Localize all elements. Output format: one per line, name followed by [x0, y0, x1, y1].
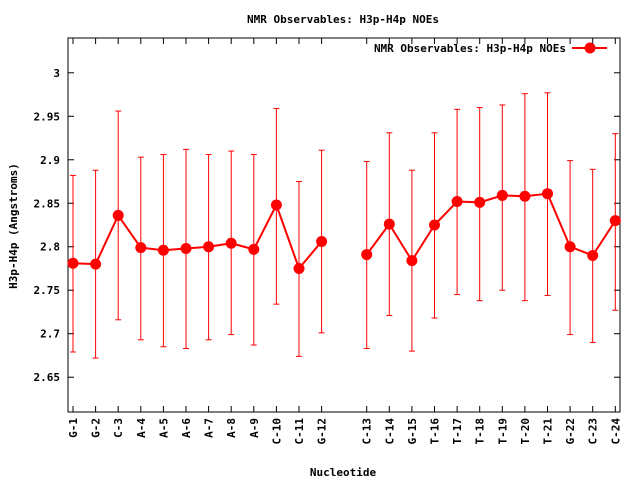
x-tick-label: T-19: [496, 418, 509, 445]
data-point: [361, 249, 373, 261]
legend-marker: [584, 42, 596, 54]
x-tick-label: A-6: [180, 418, 193, 438]
data-point: [383, 218, 395, 230]
data-point: [474, 196, 486, 208]
data-point: [519, 190, 531, 202]
data-point: [225, 237, 237, 249]
x-tick-label: T-17: [451, 418, 464, 445]
data-point: [112, 209, 124, 221]
y-axis: 2.65 2.7 2.75 2.8 2.85 2.9 2.95 3: [34, 67, 620, 384]
series-line-segment: [117, 214, 142, 249]
y-axis-label: H3p-H4p (Angstroms): [7, 163, 20, 289]
series-line-segment: [388, 223, 413, 262]
series-line-segment: [411, 224, 436, 262]
x-axis: G-1 G-2 C-3 A-4 A-5 A-6 A-7 A-8 A-9 C-10 C-11 G-12 C…: [67, 38, 622, 445]
y-tick-label: 2.65: [34, 371, 61, 384]
x-tick-label: C-10: [270, 418, 283, 445]
data-point: [248, 243, 260, 255]
y-tick-label: 3: [53, 67, 60, 80]
data-point: [270, 199, 282, 211]
x-tick-label: C-24: [609, 418, 622, 445]
series-line-segment: [275, 204, 300, 269]
y-tick-label: 2.75: [34, 284, 61, 297]
x-tick-label: T-16: [429, 418, 442, 445]
x-tick-label: T-20: [519, 418, 532, 445]
x-tick-label: C-14: [383, 418, 396, 445]
x-tick-label: A-8: [225, 418, 238, 438]
x-tick-label: G-22: [564, 418, 577, 445]
x-tick-label: G-12: [316, 418, 329, 445]
legend-label: NMR Observables: H3p-H4p NOEs: [374, 42, 566, 55]
data-point: [203, 241, 215, 253]
legend: NMR Observables: H3p-H4p NOEs: [374, 42, 607, 55]
data-point: [157, 244, 169, 256]
x-axis-label: Nucleotide: [310, 466, 377, 479]
y-tick-label: 2.9: [40, 154, 60, 167]
x-tick-label: C-13: [361, 418, 374, 445]
data-point: [90, 258, 102, 270]
x-tick-label: G-2: [90, 418, 103, 438]
x-tick-label: A-4: [135, 418, 148, 438]
data-point: [451, 196, 463, 208]
y-tick-label: 2.7: [40, 328, 60, 341]
data-point: [135, 242, 147, 254]
data-point: [406, 255, 418, 267]
series-line-segment: [546, 193, 572, 248]
data-point: [180, 242, 192, 254]
series-line-segment: [94, 215, 120, 265]
y-tick-label: 2.85: [34, 197, 61, 210]
series-line-segment: [365, 223, 391, 256]
plot-frame: [67, 37, 621, 413]
data-point: [293, 262, 305, 274]
data-point: [316, 236, 328, 248]
x-tick-label: A-7: [203, 418, 216, 438]
x-tick-label: C-3: [112, 418, 125, 438]
data-point: [67, 257, 79, 269]
data-point: [496, 189, 508, 201]
data-point: [564, 241, 576, 253]
x-tick-label: G-15: [406, 418, 419, 445]
x-tick-label: T-18: [474, 418, 487, 445]
data-point: [429, 219, 440, 231]
y-tick-label: 2.8: [40, 241, 60, 254]
series-line-segment: [591, 220, 617, 256]
x-tick-label: A-9: [248, 418, 261, 438]
data-point: [609, 215, 621, 227]
x-tick-label: G-1: [67, 418, 80, 438]
y-tick-label: 2.95: [34, 110, 61, 123]
chart-title: NMR Observables: H3p-H4p NOEs: [247, 13, 439, 26]
series-line-segment: [298, 240, 323, 270]
series-line-segment: [252, 204, 278, 250]
data-point: [542, 188, 553, 200]
x-tick-label: A-5: [157, 418, 170, 438]
x-tick-label: C-11: [293, 418, 306, 445]
series-group: [67, 92, 621, 359]
x-tick-label: C-23: [587, 418, 600, 445]
data-point: [587, 249, 599, 261]
x-tick-label: T-21: [542, 418, 555, 445]
